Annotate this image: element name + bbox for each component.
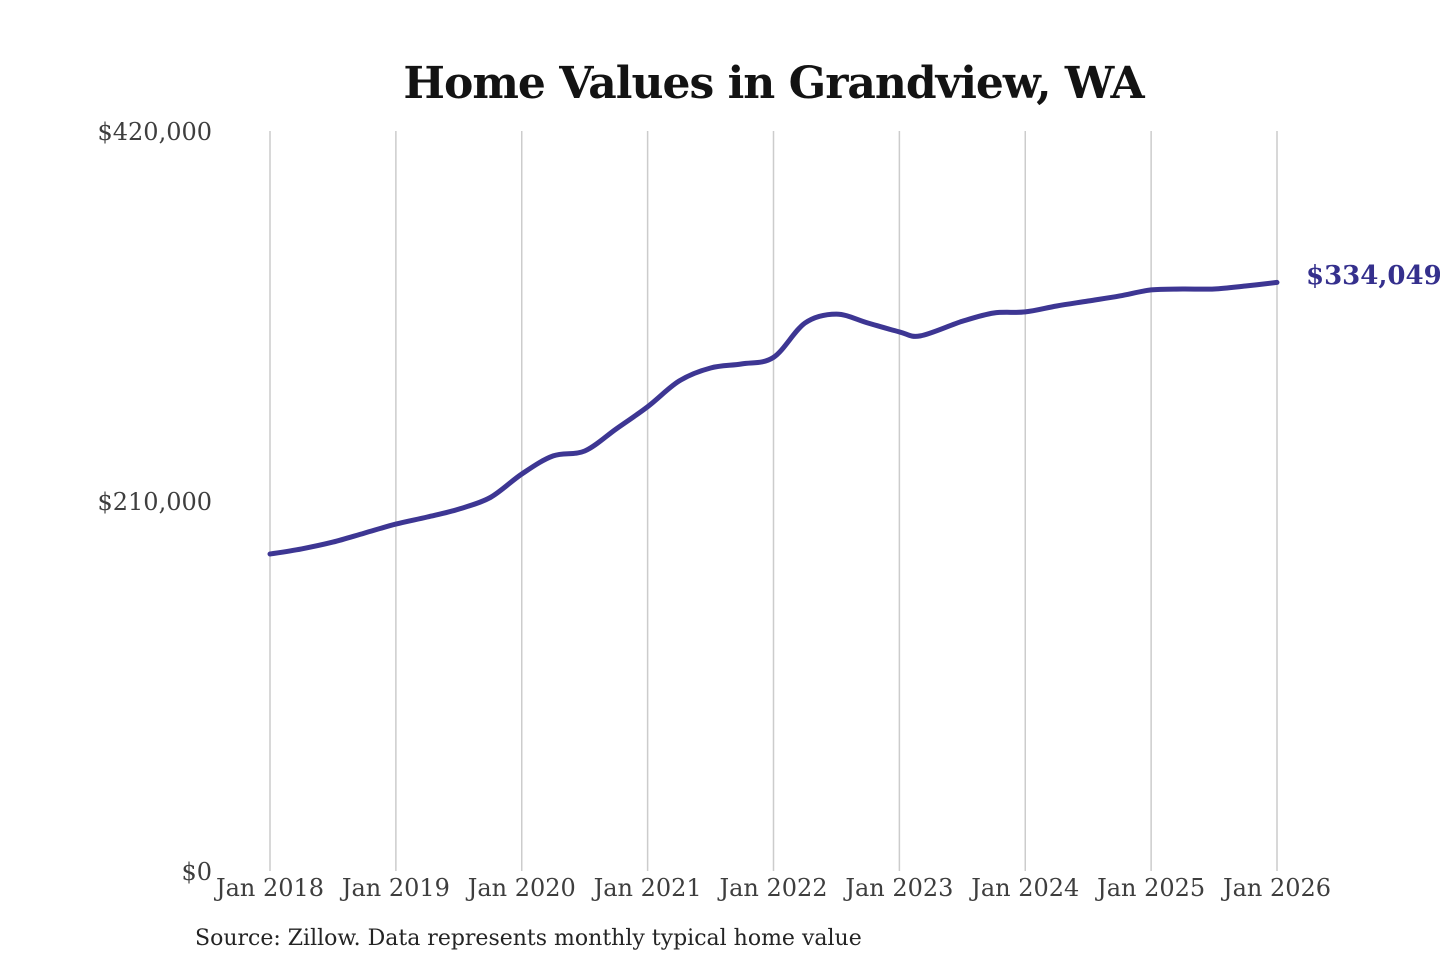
x-axis-label: Jan 2025	[1094, 874, 1205, 902]
x-axis-label: Jan 2018	[213, 874, 324, 902]
chart-figure: Home Values in Grandview, WA $420,000 $21…	[40, 16, 1440, 976]
x-axis-label: Jan 2023	[842, 874, 953, 902]
y-axis-label: $0	[181, 858, 212, 886]
y-axis-label: $420,000	[97, 118, 212, 146]
chart-plot: $420,000$210,000$0 Jan 2018 Jan 2019 Jan 2…	[97, 118, 1440, 902]
x-axis-label: Jan 2022	[716, 874, 827, 902]
x-axis-label: Jan 2020	[465, 874, 576, 902]
x-axis-label: Jan 2021	[591, 874, 702, 902]
gridlines	[269, 131, 1278, 871]
source-note: Source: Zillow. Data represents monthly …	[195, 926, 862, 951]
y-axis-labels: $420,000 $210,000 $0	[97, 118, 212, 886]
x-axis-label: Jan 2019	[339, 874, 450, 902]
x-axis-label: Jan 2026	[1220, 874, 1331, 902]
home-value-line	[267, 279, 1280, 557]
chart-title: Home Values in Grandview, WA	[403, 58, 1144, 109]
x-axis-label: Jan 2024	[968, 874, 1079, 902]
x-axis-labels: Jan 2018 Jan 2019 Jan 2020 Jan 2021 Jan 2022…	[213, 874, 1331, 902]
latest-value-label: $334,049	[1306, 261, 1440, 291]
y-axis-label: $210,000	[97, 488, 212, 516]
